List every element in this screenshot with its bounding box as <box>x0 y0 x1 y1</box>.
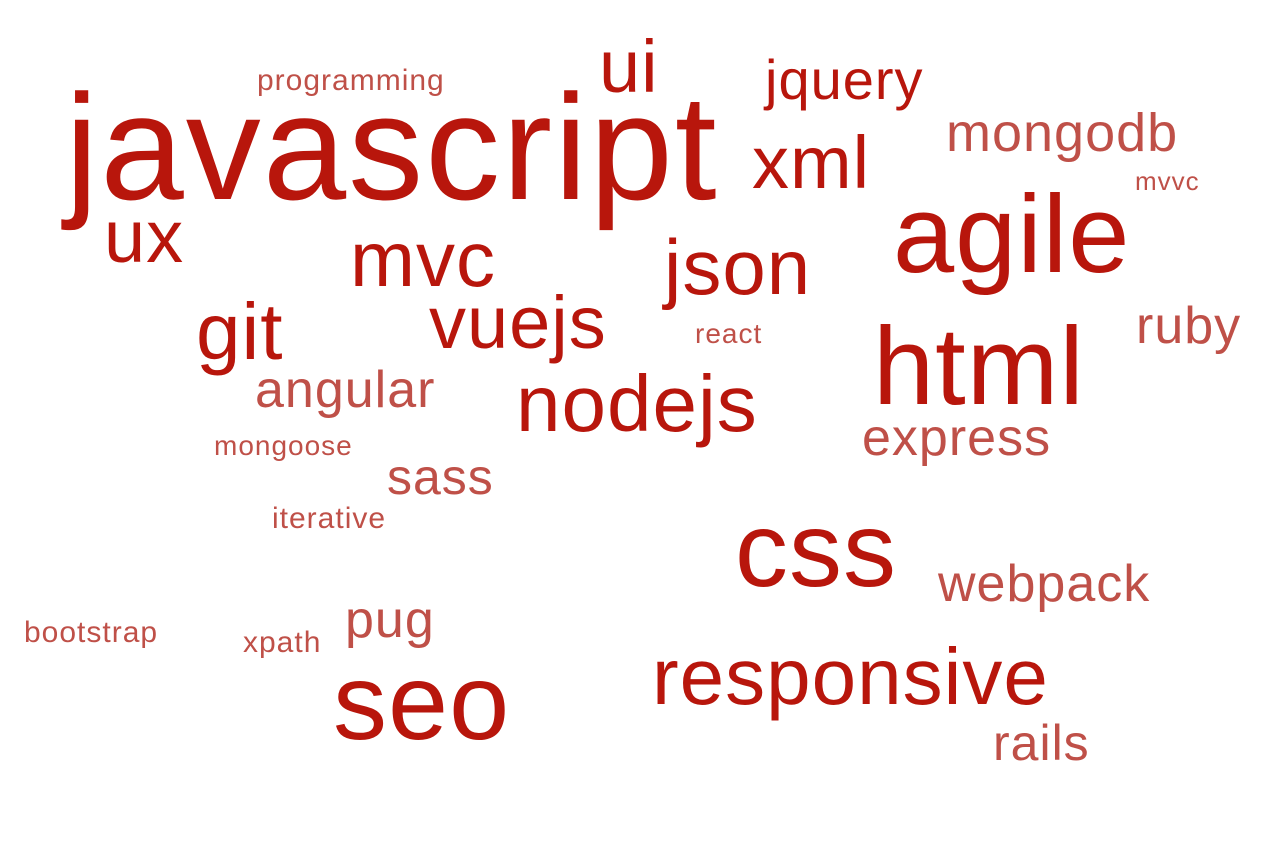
word-responsive: responsive <box>652 632 1049 721</box>
word-pug: pug <box>345 591 435 649</box>
word-mongoose: mongoose <box>214 430 353 461</box>
word-programming: programming <box>257 64 445 97</box>
word-html: html <box>873 305 1085 428</box>
word-react: react <box>695 318 763 349</box>
word-nodejs: nodejs <box>516 359 758 448</box>
word-xml: xml <box>752 121 871 204</box>
word-ruby: ruby <box>1136 297 1242 355</box>
word-mvc: mvc <box>350 215 496 303</box>
word-ui: ui <box>599 25 659 108</box>
word-angular: angular <box>255 361 436 419</box>
word-ux: ux <box>104 195 185 278</box>
word-javascript: javascript <box>65 63 719 231</box>
word-seo: seo <box>333 641 511 762</box>
word-vuejs: vuejs <box>429 281 607 364</box>
word-webpack: webpack <box>938 555 1151 613</box>
word-jquery: jquery <box>765 48 924 111</box>
word-express: express <box>862 409 1052 467</box>
word-sass: sass <box>387 449 494 505</box>
word-mvvc: mvvc <box>1135 166 1200 196</box>
word-git: git <box>196 287 284 376</box>
word-agile: agile <box>893 173 1131 296</box>
word-xpath: xpath <box>243 626 322 659</box>
word-bootstrap: bootstrap <box>24 616 159 649</box>
word-rails: rails <box>993 715 1090 771</box>
word-iterative: iterative <box>272 502 387 535</box>
word-css: css <box>735 491 897 609</box>
word-mongodb: mongodb <box>946 103 1179 163</box>
word-json: json <box>664 223 812 311</box>
